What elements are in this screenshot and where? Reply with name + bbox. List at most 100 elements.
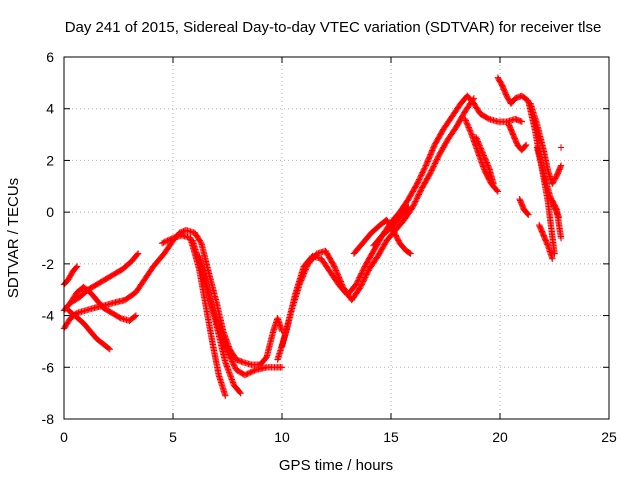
- data-point: [557, 162, 565, 169]
- data-point: [473, 135, 480, 142]
- data-point: [522, 142, 529, 150]
- data-point: [359, 278, 367, 285]
- series-pass-20: [516, 196, 532, 218]
- data-point: [417, 173, 424, 180]
- data-point: [412, 196, 420, 204]
- data-point: [494, 188, 502, 195]
- data-point: [302, 266, 310, 273]
- data-point: [360, 264, 368, 272]
- data-point: [431, 161, 438, 169]
- data-point: [229, 359, 237, 367]
- data-point: [518, 118, 525, 125]
- data-point: [485, 163, 492, 170]
- data-point: [474, 136, 481, 144]
- data-point: [358, 281, 366, 288]
- data-point: [425, 156, 432, 164]
- data-point: [358, 270, 365, 277]
- data-point: [424, 158, 431, 165]
- data-point: [331, 263, 338, 270]
- data-point: [467, 128, 474, 135]
- data-point: [483, 159, 490, 166]
- data-point: [426, 171, 433, 178]
- data-point: [412, 198, 419, 205]
- data-point: [300, 270, 308, 277]
- data-point: [332, 267, 340, 274]
- data-point: [164, 237, 171, 244]
- data-point: [356, 274, 363, 281]
- x-tick-label: 25: [601, 429, 617, 445]
- series-pass-11: [350, 216, 414, 257]
- data-point: [427, 151, 434, 158]
- data-point: [472, 133, 480, 141]
- data-point: [464, 122, 472, 130]
- data-point: [331, 264, 339, 272]
- data-point: [431, 160, 439, 167]
- data-point: [362, 272, 370, 280]
- data-point: [480, 152, 487, 159]
- data-point: [355, 275, 363, 283]
- y-tick-label: 6: [46, 49, 54, 65]
- data-point: [356, 272, 364, 280]
- data-point: [461, 115, 469, 123]
- data-point: [116, 314, 123, 321]
- series-pass-16: [527, 100, 565, 187]
- data-point: [364, 268, 372, 276]
- data-point: [226, 354, 234, 361]
- x-axis-label: GPS time / hours: [279, 457, 393, 474]
- data-point: [338, 279, 345, 287]
- data-point: [359, 267, 367, 274]
- data-point: [244, 370, 251, 377]
- data-point: [479, 150, 487, 158]
- data-point: [429, 164, 437, 171]
- data-point: [365, 267, 372, 274]
- data-point: [418, 170, 426, 178]
- data-point: [357, 282, 365, 289]
- data-point: [481, 153, 488, 161]
- data-point: [463, 120, 471, 127]
- data-point: [410, 202, 417, 209]
- series-pass-12: [370, 203, 412, 249]
- data-point: [557, 234, 565, 242]
- data-point: [549, 255, 556, 262]
- data-point: [555, 214, 563, 221]
- data-point: [493, 187, 501, 194]
- data-point: [360, 276, 368, 284]
- data-point: [434, 154, 441, 162]
- data-point: [296, 279, 304, 287]
- x-tick-label: 0: [60, 429, 68, 445]
- data-point: [133, 251, 141, 258]
- data-point: [247, 369, 254, 376]
- data-point: [106, 345, 113, 353]
- grid-layer: [64, 57, 609, 419]
- data-point: [470, 95, 478, 102]
- data-point: [167, 236, 174, 243]
- chart-title: Day 241 of 2015, Sidereal Day-to-day VTE…: [65, 19, 602, 36]
- data-point: [222, 392, 229, 399]
- data-point: [413, 181, 420, 189]
- data-point: [243, 371, 250, 378]
- y-tick-label: 4: [46, 101, 54, 117]
- data-point: [413, 195, 421, 202]
- data-point: [476, 142, 483, 149]
- data-point: [427, 149, 435, 157]
- data-point: [425, 155, 432, 162]
- data-point: [484, 160, 491, 168]
- data-point: [359, 279, 366, 287]
- data-point: [297, 277, 305, 284]
- data-point: [423, 161, 430, 168]
- data-point: [426, 152, 434, 160]
- data-point: [413, 180, 421, 187]
- data-point: [354, 277, 362, 284]
- data-point: [410, 200, 418, 208]
- data-point: [422, 163, 429, 171]
- data-point: [231, 363, 239, 371]
- data-point: [301, 268, 308, 276]
- data-point: [336, 277, 344, 284]
- data-point: [73, 264, 80, 271]
- data-point: [482, 156, 489, 163]
- data-point: [358, 268, 366, 276]
- plot-frame: [63, 56, 610, 420]
- data-point: [303, 264, 310, 272]
- data-point: [158, 239, 166, 247]
- data-point: [481, 155, 489, 162]
